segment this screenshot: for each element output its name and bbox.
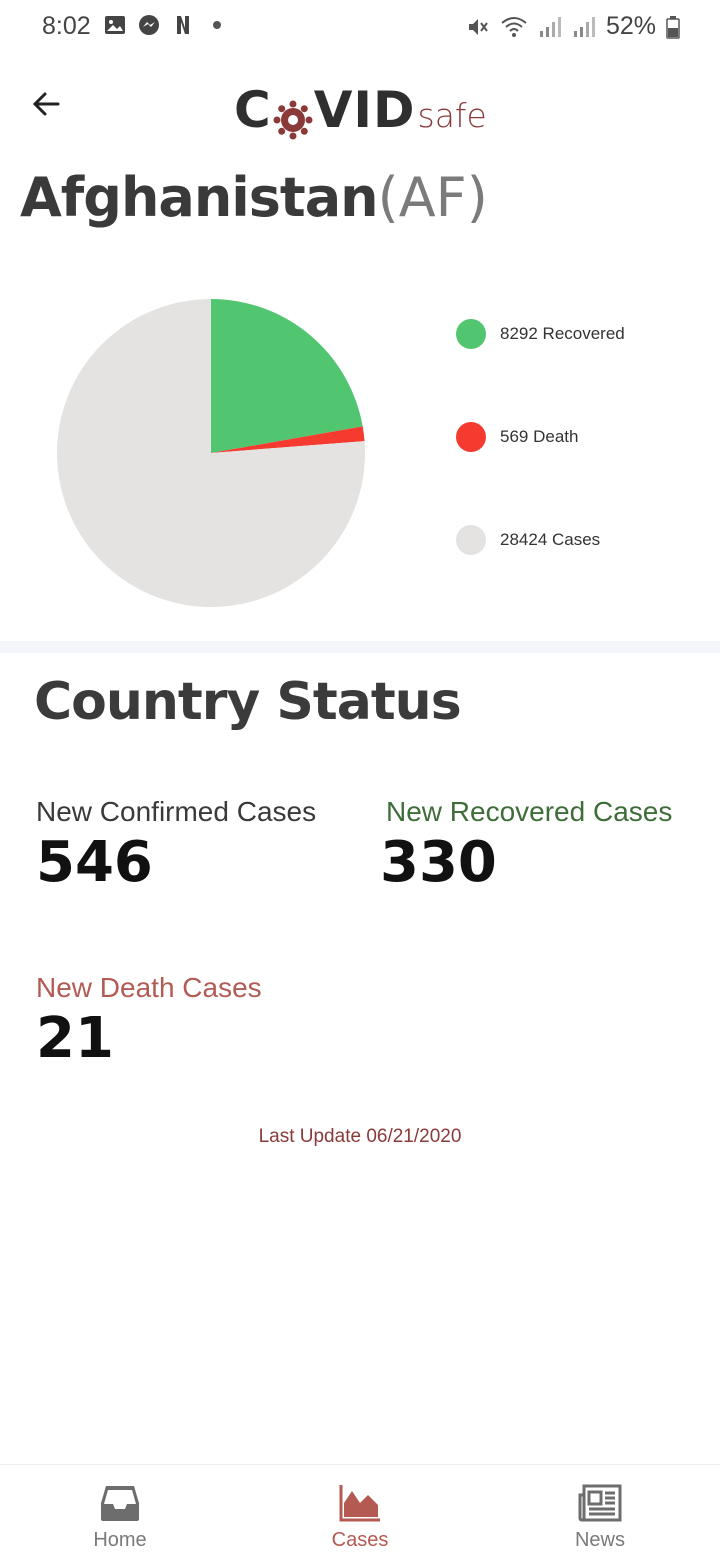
notification-icons bbox=[104, 14, 228, 36]
area-chart-icon bbox=[339, 1485, 380, 1522]
legend-dot-recovered bbox=[456, 319, 486, 349]
pie-slice-recovered bbox=[211, 299, 363, 453]
new-recovered-stat: New Recovered Cases 330 bbox=[380, 796, 672, 894]
legend-item-recovered: 8292 Recovered bbox=[456, 316, 696, 352]
nav-cases-label: Cases bbox=[331, 1529, 389, 1551]
legend-label-death: 569 Death bbox=[500, 427, 579, 446]
battery-percent: 52% bbox=[605, 12, 656, 40]
new-confirmed-stat: New Confirmed Cases 546 bbox=[36, 796, 316, 894]
status-bar: 8:02 bbox=[0, 0, 720, 56]
signal-icon-2 bbox=[573, 16, 595, 37]
app-logo: C VID safe bbox=[234, 80, 487, 140]
arrow-left-icon bbox=[32, 92, 60, 116]
legend-dot-cases bbox=[456, 525, 486, 555]
logo-text-right: VID bbox=[313, 81, 416, 139]
nav-news-label: News bbox=[574, 1529, 625, 1551]
nav-home-label: Home bbox=[93, 1529, 147, 1551]
wifi-icon bbox=[501, 16, 527, 37]
newspaper-icon bbox=[578, 1484, 622, 1522]
virus-icon bbox=[273, 100, 313, 140]
last-update-text: Last Update 06/21/2020 bbox=[258, 1126, 462, 1147]
dot-icon bbox=[213, 21, 221, 29]
pie-slice-death bbox=[211, 426, 365, 453]
nav-home[interactable]: Home bbox=[0, 1465, 240, 1560]
battery-icon bbox=[666, 15, 680, 39]
logo-safe-text: safe bbox=[417, 96, 487, 135]
mute-icon bbox=[468, 18, 488, 35]
section-divider bbox=[0, 641, 720, 653]
gallery-icon bbox=[105, 16, 125, 34]
new-death-label: New Death Cases bbox=[36, 972, 262, 1003]
new-death-value: 21 bbox=[36, 1006, 114, 1071]
legend-item-death: 569 Death bbox=[456, 419, 696, 455]
legend-label-cases: 28424 Cases bbox=[500, 530, 601, 549]
legend-dot-death bbox=[456, 422, 486, 452]
messenger-icon bbox=[139, 15, 159, 35]
new-recovered-label: New Recovered Cases bbox=[386, 796, 673, 827]
pie-slice-cases bbox=[56, 299, 365, 607]
country-code: (AF) bbox=[377, 166, 488, 229]
pie-chart bbox=[56, 299, 365, 607]
country-header: Afghanistan (AF) bbox=[20, 166, 488, 229]
signal-icon-1 bbox=[539, 16, 561, 37]
inbox-icon bbox=[101, 1486, 139, 1521]
back-button[interactable] bbox=[24, 82, 68, 126]
bottom-navigation: Home Cases News bbox=[0, 1464, 720, 1560]
new-confirmed-label: New Confirmed Cases bbox=[36, 796, 317, 827]
nav-cases[interactable]: Cases bbox=[240, 1465, 480, 1560]
status-time: 8:02 bbox=[42, 12, 91, 40]
chart-legend: 8292 Recovered 569 Death 28424 Cases bbox=[456, 316, 696, 625]
netflix-icon bbox=[177, 16, 189, 34]
logo-text-left: C bbox=[234, 81, 272, 139]
country-status-title: Country Status bbox=[34, 672, 462, 732]
legend-label-recovered: 8292 Recovered bbox=[500, 324, 625, 343]
system-icons: 52% bbox=[466, 12, 680, 41]
new-recovered-value: 330 bbox=[380, 830, 497, 895]
new-death-stat: New Death Cases 21 bbox=[36, 972, 262, 1070]
country-name: Afghanistan bbox=[20, 166, 379, 229]
new-confirmed-value: 546 bbox=[36, 830, 153, 895]
nav-news[interactable]: News bbox=[480, 1465, 720, 1560]
legend-item-cases: 28424 Cases bbox=[456, 522, 696, 558]
